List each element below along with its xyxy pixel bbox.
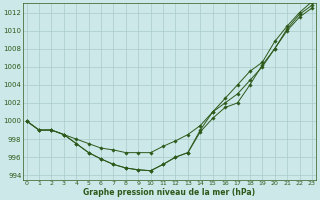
X-axis label: Graphe pression niveau de la mer (hPa): Graphe pression niveau de la mer (hPa) [83,188,255,197]
